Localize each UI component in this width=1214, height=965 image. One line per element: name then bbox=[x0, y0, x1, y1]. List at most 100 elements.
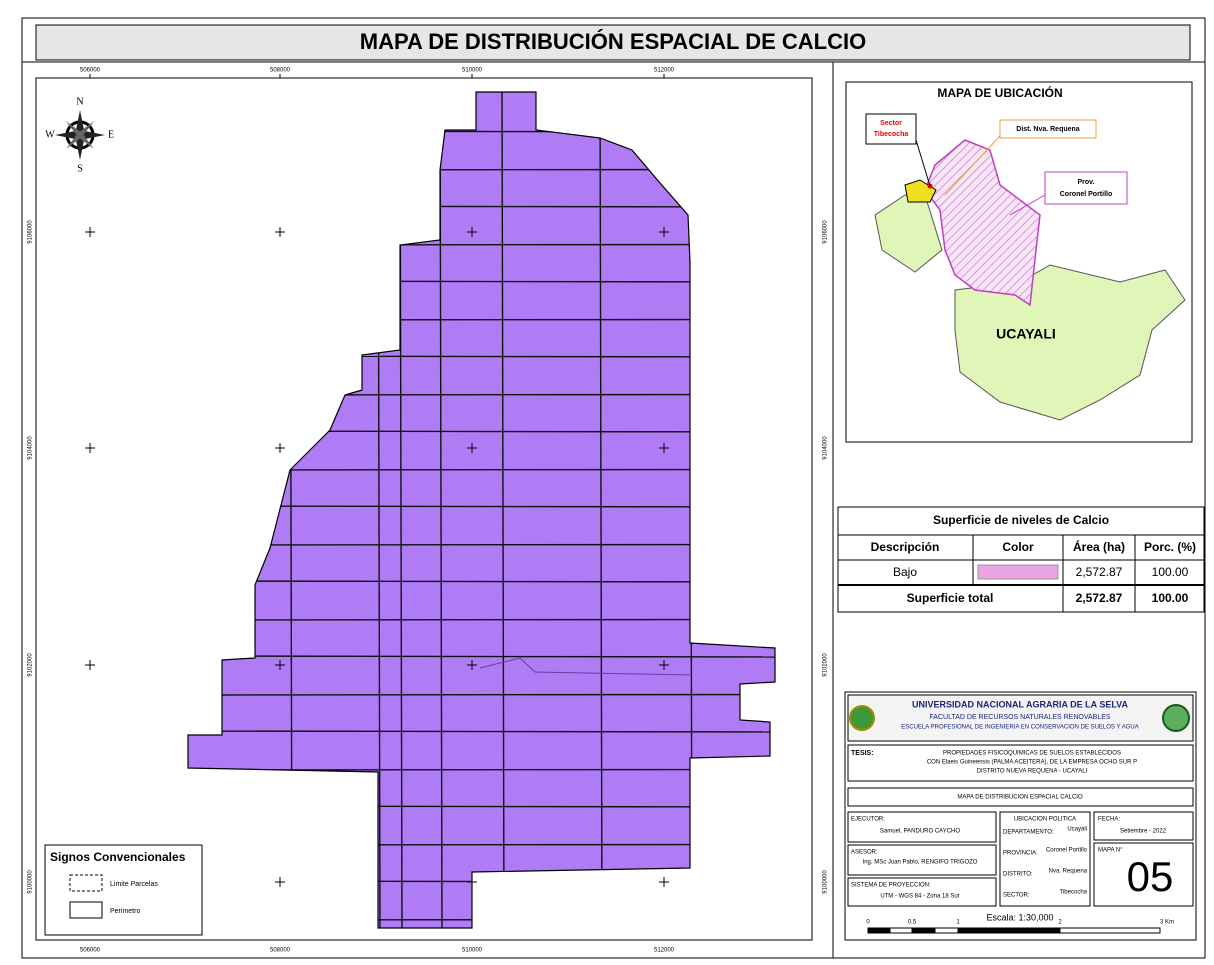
parcel-line bbox=[188, 693, 775, 696]
parcel-line bbox=[188, 168, 775, 171]
label: Coronel Portillo bbox=[1060, 191, 1113, 198]
shape bbox=[69, 901, 103, 919]
label: FACULTAD DE RECURSOS NATURALES RENOVABLE… bbox=[929, 714, 1110, 721]
shape bbox=[1093, 842, 1194, 907]
label: Área (ha) bbox=[1073, 539, 1125, 554]
parcel-line bbox=[188, 580, 775, 583]
parcel-line bbox=[188, 918, 775, 921]
shape bbox=[915, 139, 931, 187]
scale-segment bbox=[889, 927, 913, 934]
label: Dist. Nva. Requena bbox=[1016, 126, 1080, 133]
label: 100.00 bbox=[1152, 565, 1189, 579]
label: Tibecocha bbox=[874, 131, 909, 138]
shape: 506000 506000 508000 508000 510000 510000 5120… bbox=[28, 68, 829, 954]
shape bbox=[977, 564, 1059, 580]
shape: 0 0.5 1 2 3 Km bbox=[866, 920, 1174, 934]
shape bbox=[999, 811, 1091, 907]
scale-label: 2 bbox=[1058, 920, 1062, 926]
label: Prov. bbox=[1078, 179, 1095, 186]
scale-segment bbox=[1059, 927, 1161, 934]
legend: Signos Convencionales Limite Parcelas Pe… bbox=[44, 844, 203, 936]
parcel-line bbox=[188, 618, 775, 621]
shape bbox=[847, 844, 997, 876]
shape bbox=[1162, 704, 1190, 732]
label: N bbox=[76, 96, 83, 107]
shape bbox=[844, 691, 1197, 941]
label: Descripción bbox=[871, 540, 940, 554]
parcel-line bbox=[188, 205, 775, 208]
y-coord-label: 9100000 bbox=[823, 870, 829, 894]
label: 2,572.87 bbox=[1076, 591, 1123, 605]
political-key: SECTOR: bbox=[1003, 893, 1030, 899]
label: Escala: 1:30,000 bbox=[986, 912, 1053, 922]
y-coord-label: 9106000 bbox=[28, 220, 34, 244]
label: EJECUTOR: bbox=[851, 817, 885, 823]
shape bbox=[849, 705, 875, 731]
label: MAPA N° bbox=[1098, 848, 1123, 854]
shape bbox=[69, 874, 103, 892]
x-coord-label: 506000 bbox=[80, 68, 101, 74]
shape bbox=[847, 811, 997, 843]
label: Samuel, PANDURO CAYCHO bbox=[880, 829, 960, 835]
label: MAPA DE UBICACIÓN bbox=[937, 85, 1062, 100]
shape bbox=[874, 194, 943, 273]
political-value: Tibecocha bbox=[1060, 890, 1088, 896]
label: 05 bbox=[1127, 853, 1174, 900]
label: S bbox=[77, 163, 83, 174]
parcel-line bbox=[188, 543, 775, 546]
shape bbox=[188, 92, 775, 928]
shape bbox=[1009, 194, 1046, 216]
shape: DEPARTAMENTO: Ucayali PROVINCIA: Coronel Po… bbox=[1003, 827, 1088, 899]
label: Signos Convencionales bbox=[50, 850, 186, 864]
shape bbox=[847, 744, 1194, 782]
scale-segment bbox=[867, 927, 891, 934]
scale-label: 0.5 bbox=[908, 920, 917, 926]
political-value: Nva. Requena bbox=[1049, 869, 1088, 875]
shape bbox=[479, 657, 691, 676]
political-key: DEPARTAMENTO: bbox=[1003, 830, 1054, 836]
political-value: Ucayali bbox=[1067, 827, 1087, 833]
label: ESCUELA PROFESIONAL DE INGENIERIA EN CON… bbox=[901, 725, 1138, 731]
shape bbox=[999, 119, 1097, 139]
label: Superficie de niveles de Calcio bbox=[933, 513, 1109, 527]
parcel-line bbox=[289, 92, 293, 928]
label: UCAYALI bbox=[996, 326, 1056, 342]
label: FECHA: bbox=[1098, 817, 1120, 823]
scale-label: 0 bbox=[866, 920, 870, 926]
title-block: UNIVERSIDAD NACIONAL AGRARIA DE LA SELVA… bbox=[844, 691, 1197, 941]
shape bbox=[845, 81, 1193, 443]
y-coord-label: 9102000 bbox=[823, 653, 829, 677]
label: Ing. MSc Juan Pablo, RENGIFO TRIGOZO bbox=[863, 860, 978, 866]
label: ASESOR: bbox=[851, 850, 878, 856]
shape bbox=[847, 787, 1194, 807]
y-coord-label: 9106000 bbox=[823, 220, 829, 244]
label: Perimetro bbox=[110, 908, 140, 915]
shape bbox=[924, 139, 1041, 307]
shape bbox=[847, 877, 997, 907]
y-coord-label: 9104000 bbox=[823, 436, 829, 460]
label: PROPIEDADES FISICOQUIMICAS DE SUELOS EST… bbox=[943, 751, 1121, 757]
y-coord-label: 9100000 bbox=[28, 870, 34, 894]
scale-segment bbox=[934, 927, 959, 934]
label: Superficie total bbox=[907, 591, 994, 605]
label: W bbox=[45, 129, 55, 140]
scale-label: 3 Km bbox=[1160, 920, 1174, 926]
x-coord-label: 510000 bbox=[462, 68, 483, 74]
label: 100.00 bbox=[1152, 591, 1189, 605]
label: Sector bbox=[880, 120, 902, 127]
shape bbox=[66, 121, 94, 149]
scale-segment bbox=[911, 927, 936, 934]
label: UBICACION POLITICA bbox=[1014, 817, 1076, 823]
political-value: Coronel Portillo bbox=[1046, 848, 1088, 854]
parcel-line bbox=[599, 92, 603, 928]
label: MAPA DE DISTRIBUCION ESPACIAL CALCIO bbox=[957, 795, 1083, 801]
parcel-line bbox=[188, 655, 775, 658]
label: 2,572.87 bbox=[1076, 565, 1123, 579]
label: Limite Parcelas bbox=[110, 881, 158, 888]
parcel-line bbox=[188, 880, 775, 883]
shape bbox=[1044, 171, 1128, 205]
label: E bbox=[108, 129, 114, 140]
label: Setiembre - 2022 bbox=[1120, 829, 1167, 835]
shape bbox=[847, 694, 1194, 742]
